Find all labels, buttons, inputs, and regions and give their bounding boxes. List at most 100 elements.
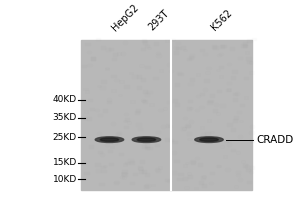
Bar xyxy=(87,117,92,120)
Bar xyxy=(119,153,123,155)
Bar xyxy=(83,88,88,90)
Bar xyxy=(219,53,223,55)
Bar xyxy=(144,185,148,188)
Bar xyxy=(117,138,122,141)
Bar xyxy=(136,109,140,112)
Bar xyxy=(89,145,93,148)
Bar xyxy=(172,141,177,143)
Bar xyxy=(200,93,204,95)
Bar xyxy=(169,70,173,72)
Bar xyxy=(142,145,146,148)
Bar xyxy=(101,80,106,83)
Bar xyxy=(155,168,159,171)
Bar xyxy=(137,86,141,89)
Bar xyxy=(84,110,88,113)
Bar xyxy=(182,127,186,130)
Bar xyxy=(176,47,180,49)
Bar xyxy=(111,75,116,77)
Bar xyxy=(169,139,173,141)
Bar xyxy=(227,82,231,84)
Bar xyxy=(93,91,97,93)
Bar xyxy=(196,95,200,97)
Bar xyxy=(145,147,149,149)
Bar xyxy=(219,66,224,68)
Bar xyxy=(129,72,133,74)
Bar xyxy=(202,175,206,178)
Bar xyxy=(181,46,185,49)
Bar xyxy=(113,53,117,56)
Bar xyxy=(135,111,139,114)
Bar xyxy=(124,126,128,128)
Bar xyxy=(143,41,147,44)
Bar xyxy=(166,124,170,127)
Bar xyxy=(208,182,213,184)
Bar xyxy=(200,126,204,129)
Bar xyxy=(170,123,175,126)
Bar xyxy=(100,86,105,89)
Bar xyxy=(91,57,95,60)
Bar xyxy=(247,181,251,183)
Bar xyxy=(213,46,218,49)
Bar xyxy=(127,121,131,124)
Bar xyxy=(130,100,134,103)
Bar xyxy=(220,58,225,61)
Bar xyxy=(125,162,129,164)
Bar xyxy=(243,45,248,47)
Bar xyxy=(110,146,114,148)
Bar xyxy=(95,109,99,111)
Bar xyxy=(100,153,104,156)
Bar xyxy=(109,48,113,50)
Ellipse shape xyxy=(95,137,124,142)
Bar xyxy=(147,147,152,149)
Bar xyxy=(174,46,178,49)
Bar xyxy=(103,109,107,112)
Bar xyxy=(189,107,194,109)
Bar xyxy=(175,83,179,86)
Bar xyxy=(187,58,191,60)
Bar xyxy=(191,161,195,164)
Bar xyxy=(188,138,192,140)
Bar xyxy=(133,173,137,175)
Bar xyxy=(196,73,200,76)
Text: 15KD: 15KD xyxy=(52,158,77,167)
Bar xyxy=(83,117,87,120)
Bar xyxy=(114,182,118,184)
Bar xyxy=(242,44,246,47)
Bar xyxy=(164,39,169,42)
Bar xyxy=(244,96,248,99)
Bar xyxy=(123,76,128,78)
Bar xyxy=(219,75,223,78)
Bar xyxy=(121,52,125,55)
Bar xyxy=(101,137,106,139)
Bar xyxy=(103,165,107,167)
Bar xyxy=(250,166,254,169)
Bar xyxy=(116,133,121,135)
Bar xyxy=(246,57,251,60)
Bar xyxy=(233,119,237,122)
Bar xyxy=(244,77,248,79)
Bar xyxy=(194,187,199,189)
Bar xyxy=(107,98,111,101)
Bar xyxy=(139,167,143,170)
Bar xyxy=(207,119,211,122)
Bar xyxy=(243,42,247,45)
Bar xyxy=(124,113,128,115)
Bar xyxy=(247,61,251,63)
Bar xyxy=(90,108,94,110)
Bar xyxy=(143,90,147,93)
Bar xyxy=(93,172,97,175)
Bar xyxy=(98,151,102,153)
Bar xyxy=(181,127,185,130)
Bar xyxy=(115,181,119,183)
Bar xyxy=(190,78,194,81)
Bar xyxy=(171,38,175,41)
Bar xyxy=(130,182,134,184)
Bar xyxy=(245,165,249,168)
Bar xyxy=(240,104,244,106)
Bar xyxy=(203,53,207,55)
Bar xyxy=(200,49,204,51)
Bar xyxy=(198,163,202,166)
Bar xyxy=(217,165,221,167)
Bar xyxy=(82,65,86,67)
Bar xyxy=(225,168,230,171)
